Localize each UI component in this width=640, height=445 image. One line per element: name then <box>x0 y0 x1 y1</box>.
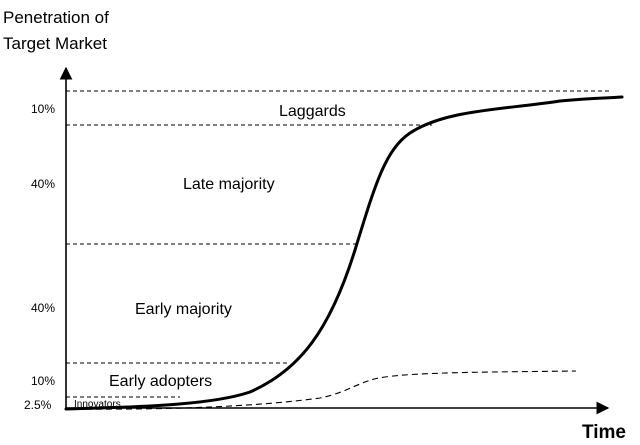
cumulative-adoption-curve <box>64 95 624 411</box>
percent-label-innovators: 2.5% <box>24 398 52 412</box>
segment-label-laggards: Laggards <box>279 103 346 120</box>
secondary-adoption-curve <box>65 370 577 410</box>
segment-boundaries <box>66 90 610 398</box>
percent-label-early-majority: 40% <box>31 301 55 315</box>
percent-label-early-adopters: 10% <box>31 374 55 388</box>
segment-label-innovators: Innovators <box>74 399 121 410</box>
segment-label-early-majority: Early majority <box>135 301 232 318</box>
x-axis-title: Time <box>582 422 626 443</box>
percent-label-laggards: 10% <box>31 102 55 116</box>
percent-label-late-majority: 40% <box>31 177 55 191</box>
y-axis-title-line-1: Penetration of <box>3 8 109 27</box>
segment-label-early-adopters: Early adopters <box>109 373 212 390</box>
segment-label-late-majority: Late majority <box>183 176 275 193</box>
y-axis-title-line-2: Target Market <box>3 34 107 53</box>
